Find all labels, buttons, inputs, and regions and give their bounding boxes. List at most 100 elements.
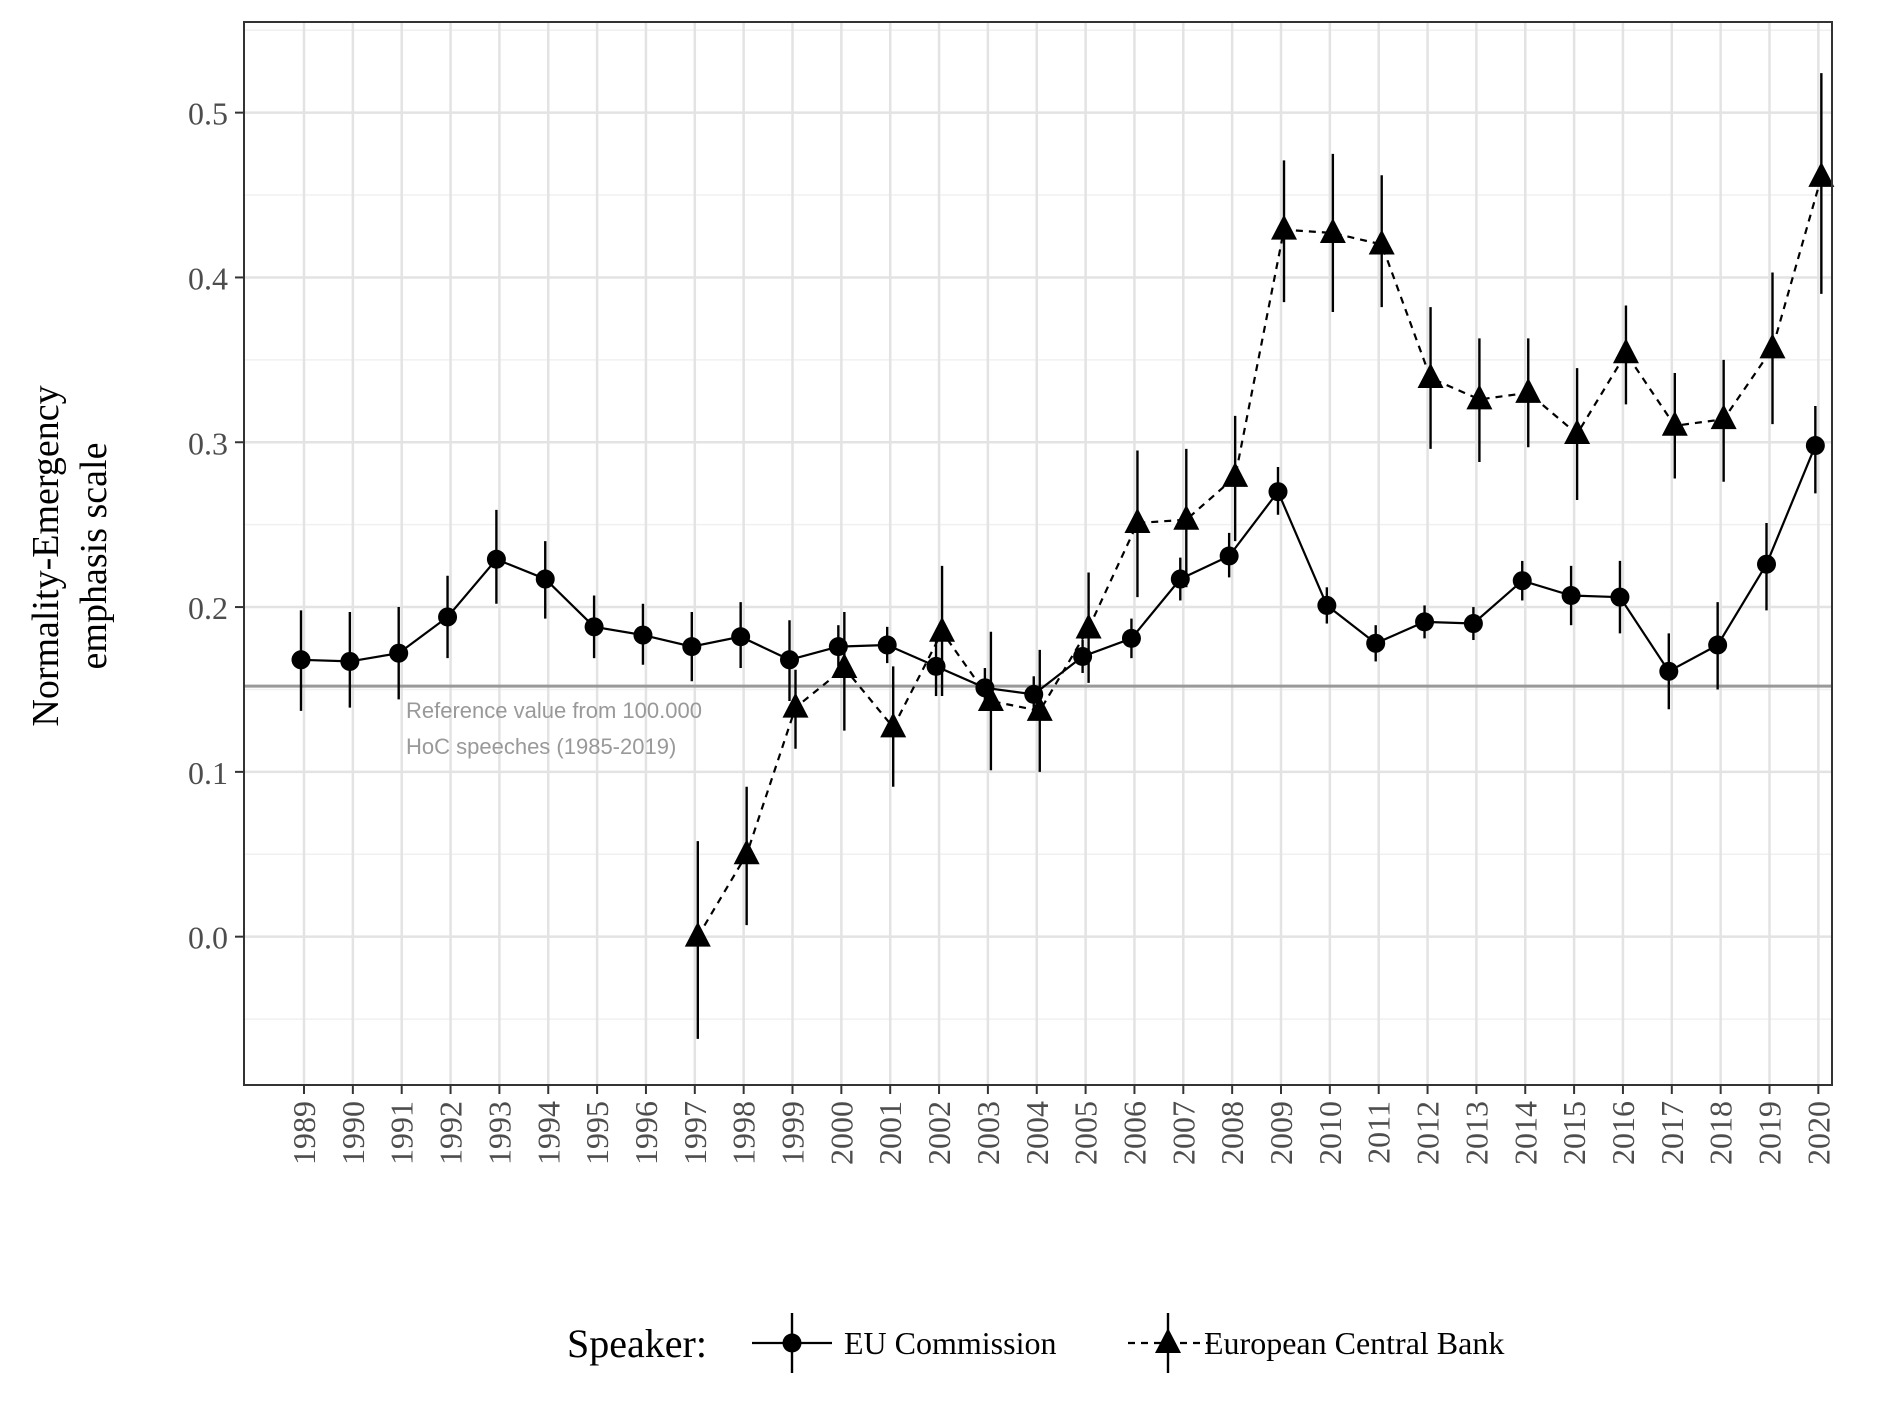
legend: Speaker: EU Commission European Central B… <box>567 1313 1504 1373</box>
data-point-circle <box>1561 586 1581 606</box>
x-axis-tick-label: 1996 <box>628 1101 664 1165</box>
data-point-triangle <box>1612 338 1639 364</box>
y-axis-title-line-2: emphasis scale <box>73 443 115 670</box>
data-point-circle <box>731 627 751 647</box>
data-point-circle <box>340 651 360 671</box>
data-point-circle <box>584 617 604 637</box>
data-point-triangle <box>684 921 711 947</box>
data-point-triangle <box>1271 214 1297 240</box>
data-point-circle <box>682 637 702 657</box>
y-axis-tick-label: 0.3 <box>188 425 228 461</box>
legend-item-eu-commission: EU Commission <box>752 1313 1056 1373</box>
data-point-triangle <box>1026 695 1053 721</box>
data-point-triangle <box>929 616 956 642</box>
data-point-circle <box>1415 612 1435 632</box>
data-point-triangle <box>1466 384 1493 410</box>
data-point-triangle <box>782 692 809 718</box>
x-axis-tick-label: 2008 <box>1214 1101 1250 1165</box>
y-axis-tick-label: 0.1 <box>188 755 228 791</box>
data-point-triangle <box>1075 613 1102 639</box>
legend-item-label: EU Commission <box>844 1325 1056 1361</box>
data-point-circle <box>877 635 897 655</box>
data-point-circle <box>1512 571 1532 591</box>
x-axis-tick-label: 2015 <box>1556 1101 1592 1165</box>
data-point-circle <box>438 607 458 627</box>
x-axis-tick-label: 1998 <box>726 1101 762 1165</box>
data-point-circle <box>389 643 409 663</box>
data-point-circle <box>1219 546 1239 566</box>
y-axis-tick-label: 0.4 <box>188 260 228 296</box>
data-point-circle <box>1757 554 1776 574</box>
data-point-circle <box>1708 635 1728 655</box>
data-point-circle <box>1170 569 1190 589</box>
x-axis-tick-label: 2010 <box>1312 1101 1348 1165</box>
data-point-triangle <box>977 686 1004 712</box>
x-axis-tick-label: 2004 <box>1019 1101 1055 1165</box>
data-point-circle <box>1268 482 1288 502</box>
reference-line-label-line-2: HoC speeches (1985-2019) <box>406 734 676 759</box>
y-axis-tick-label: 0.0 <box>188 920 228 956</box>
x-axis-tick-label: 2002 <box>921 1101 957 1165</box>
data-point-circle <box>1805 436 1825 456</box>
data-point-circle <box>1073 647 1093 667</box>
data-point-triangle <box>880 712 907 738</box>
x-axis-tick-label: 2019 <box>1752 1101 1788 1165</box>
legend-item-european-central-bank: European Central Bank <box>1128 1313 1504 1373</box>
x-axis-tick-label: 2005 <box>1068 1101 1104 1165</box>
series-eu-commission <box>291 405 1825 711</box>
x-axis-tick-label: 2009 <box>1263 1101 1299 1165</box>
data-point-triangle <box>831 653 858 679</box>
data-point-triangle <box>1173 504 1200 530</box>
y-axis-tick-label: 0.2 <box>188 590 228 626</box>
x-axis-tick-label: 2003 <box>970 1101 1006 1165</box>
data-point-circle <box>1610 587 1630 607</box>
data-point-triangle <box>1564 419 1591 445</box>
data-point-triangle <box>1417 362 1444 388</box>
data-point-triangle <box>733 839 760 865</box>
x-axis-tick-label: 1994 <box>530 1101 566 1165</box>
data-point-circle <box>291 650 311 670</box>
data-point-circle <box>828 637 848 657</box>
x-axis-tick-label: 1992 <box>433 1101 469 1165</box>
legend-item-label: European Central Bank <box>1204 1325 1504 1361</box>
data-point-circle <box>1366 633 1386 653</box>
x-axis-tick-label: 2020 <box>1800 1101 1836 1165</box>
data-point-triangle <box>1710 404 1737 430</box>
x-axis-tick-label: 2000 <box>823 1101 859 1165</box>
x-axis-tick-label: 2013 <box>1458 1101 1494 1165</box>
x-axis-tick-label: 2011 <box>1361 1101 1397 1164</box>
grid-lines <box>244 22 1832 1085</box>
x-axis: 1989 1990 1991 1992 1993 1994 1995 1996 1997 1998… <box>286 1085 1836 1165</box>
data-point-triangle <box>1222 461 1249 487</box>
legend-key-marker <box>782 1333 802 1353</box>
legend-title: Speaker: <box>567 1321 707 1366</box>
data-point-triangle <box>1368 229 1395 255</box>
reference-line-label-line-1: Reference value from 100.000 <box>406 698 702 723</box>
data-point-triangle <box>1319 217 1346 243</box>
y-axis-tick-label: 0.5 <box>188 96 228 132</box>
y-axis: 0.0 0.1 0.2 0.3 0.4 0.5 <box>188 96 244 956</box>
data-point-circle <box>1317 595 1337 615</box>
data-point-circle <box>780 650 799 670</box>
data-point-circle <box>1659 661 1679 681</box>
x-axis-tick-label: 2007 <box>1165 1101 1201 1165</box>
data-point-triangle <box>1808 161 1835 187</box>
legend-key-marker <box>1155 1328 1181 1353</box>
x-axis-tick-label: 1997 <box>677 1101 713 1165</box>
data-point-circle <box>1121 628 1141 648</box>
data-point-triangle <box>1124 508 1151 534</box>
x-axis-tick-label: 1999 <box>775 1101 811 1165</box>
x-axis-tick-label: 2006 <box>1116 1101 1152 1165</box>
series-line <box>696 176 1823 938</box>
data-point-circle <box>535 569 555 589</box>
x-axis-tick-label: 1989 <box>286 1101 322 1165</box>
x-axis-tick-label: 2001 <box>872 1101 908 1165</box>
x-axis-tick-label: 1990 <box>335 1101 371 1165</box>
data-point-circle <box>486 549 506 569</box>
y-axis-title: Normality-Emergency emphasis scale <box>25 385 115 726</box>
data-point-triangle <box>1661 410 1688 436</box>
data-point-circle <box>1463 614 1483 634</box>
